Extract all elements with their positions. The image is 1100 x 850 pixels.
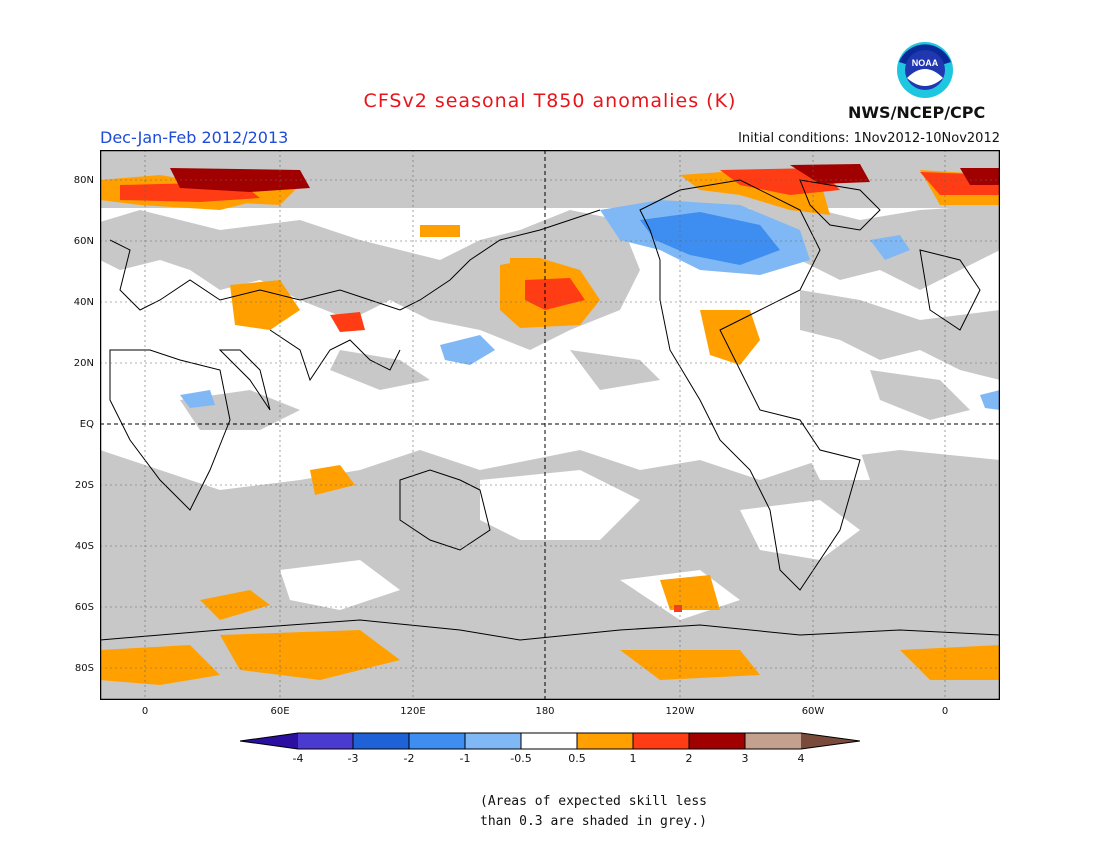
- skill-note: (Areas of expected skill less than 0.3 a…: [480, 794, 707, 829]
- lon-label: 180: [535, 706, 555, 717]
- map-title: CFSv2 seasonal T850 anomalies (K): [363, 90, 737, 112]
- map-frame: [99, 149, 1001, 701]
- lat-label: EQ: [79, 419, 94, 430]
- lat-label: 80N: [73, 175, 94, 186]
- graticule: [100, 150, 1000, 700]
- lat-label: 40S: [74, 541, 94, 552]
- colorbar-label: 2: [685, 752, 693, 765]
- lat-label: 20S: [74, 480, 94, 491]
- coastlines: [99, 179, 1001, 641]
- colorbar-label: 4: [797, 752, 805, 765]
- colorbar-label: 3: [741, 752, 749, 765]
- lon-label: 120E: [400, 706, 426, 717]
- map-canvas: [99, 149, 1001, 701]
- colorbar: [240, 732, 860, 750]
- lat-label: 60N: [73, 236, 94, 247]
- colorbar-label: 1: [629, 752, 637, 765]
- logo-text: NOAA: [912, 58, 939, 68]
- lat-label: 80S: [74, 663, 94, 674]
- colorbar-label: -2: [403, 752, 415, 765]
- lon-label: 120W: [665, 706, 695, 717]
- lon-label: 0: [141, 706, 149, 717]
- initial-conditions-label: Initial conditions: 1Nov2012-10Nov2012: [738, 131, 1000, 146]
- lon-label: 60E: [270, 706, 290, 717]
- anomaly-map: [99, 149, 1001, 701]
- colorbar-label: -3: [347, 752, 359, 765]
- lat-label: 20N: [73, 358, 94, 369]
- season-label: Dec-Jan-Feb 2012/2013: [100, 128, 289, 147]
- lat-label: 40N: [73, 297, 94, 308]
- lon-label: 60W: [801, 706, 825, 717]
- lon-label: 0: [941, 706, 949, 717]
- colorbar-label: -1: [459, 752, 471, 765]
- agency-label: NWS/NCEP/CPC: [848, 103, 986, 122]
- lat-label: 60S: [74, 602, 94, 613]
- colorbar-label: -0.5: [510, 752, 532, 765]
- colorbar-label: 0.5: [568, 752, 586, 765]
- colorbar-label: -4: [292, 752, 304, 765]
- noaa-logo: NOAA: [897, 42, 953, 98]
